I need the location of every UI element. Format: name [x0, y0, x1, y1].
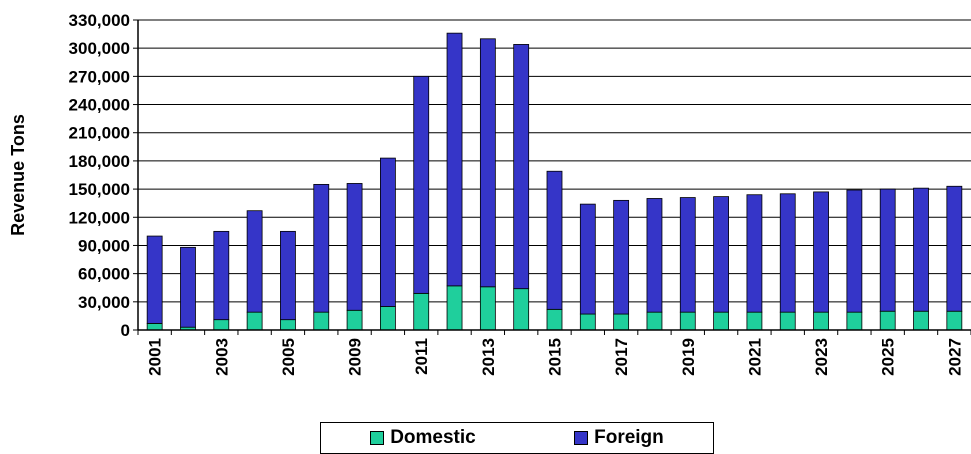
bar-domestic — [313, 311, 330, 331]
bar-foreign — [379, 157, 396, 307]
bar-domestic — [846, 311, 863, 331]
bar-domestic — [946, 310, 963, 331]
axes — [137, 20, 971, 331]
bar-foreign — [313, 183, 330, 313]
y-tick-label: 90,000 — [78, 236, 130, 255]
legend-item-foreign: Foreign — [574, 427, 664, 449]
bar-foreign — [446, 32, 463, 287]
y-tick-label: 120,000 — [69, 208, 130, 227]
bar-domestic — [546, 308, 563, 331]
bar-foreign — [779, 193, 796, 313]
x-tick-label: 2025 — [879, 338, 898, 376]
y-tick-label: 300,000 — [69, 39, 130, 58]
x-tick-labels: 2001 2003 2005 2009 2011 2013 2015 2017 2019 2021… — [137, 330, 971, 376]
y-tick-label: 30,000 — [78, 293, 130, 312]
bar-foreign — [846, 189, 863, 313]
legend-swatch-domestic — [370, 431, 385, 445]
y-tick-label: 180,000 — [69, 152, 130, 171]
y-tick-label: 150,000 — [69, 180, 130, 199]
x-tick-label: 2019 — [679, 338, 698, 376]
y-tick-label: 270,000 — [69, 67, 130, 86]
bar-domestic — [646, 311, 663, 331]
bar-domestic — [579, 313, 596, 331]
bar-domestic — [813, 311, 829, 331]
bar-foreign — [546, 170, 563, 310]
bar-foreign — [613, 199, 630, 315]
bar-foreign — [913, 187, 929, 312]
bar-foreign — [346, 183, 363, 311]
bar-domestic — [879, 310, 896, 331]
bar-foreign — [879, 188, 896, 312]
legend: Domestic Foreign — [320, 422, 714, 454]
legend-item-domestic: Domestic — [370, 427, 476, 449]
y-tick-label: 210,000 — [69, 124, 130, 143]
bar-domestic — [446, 285, 463, 331]
x-tick-label: 2003 — [212, 338, 231, 376]
bar-foreign — [413, 75, 430, 294]
x-tick-label: 2009 — [346, 338, 365, 376]
bar-domestic — [346, 309, 363, 331]
x-tick-label: 2023 — [812, 338, 831, 376]
bar-domestic — [713, 311, 729, 331]
x-tick-label: 2005 — [279, 338, 298, 376]
bar-domestic — [379, 306, 396, 331]
legend-label-foreign: Foreign — [594, 427, 664, 448]
stacked-bar-chart: 0 30,000 60,000 90,000 120,000 150,000 180,000… — [8, 11, 971, 376]
bar-foreign — [746, 194, 763, 313]
x-tick-label: 2001 — [146, 338, 165, 376]
x-tick-label: 2027 — [945, 338, 964, 376]
legend-swatch-foreign — [574, 431, 589, 445]
bar-domestic — [280, 319, 296, 331]
y-tick-label: 330,000 — [69, 11, 130, 30]
x-tick-label: 2013 — [479, 338, 498, 376]
bars — [146, 32, 963, 331]
x-tick-label: 2021 — [745, 338, 764, 376]
bar-foreign — [213, 230, 230, 321]
bar-domestic — [479, 286, 496, 331]
bar-domestic — [213, 319, 230, 331]
y-tick-label: 0 — [121, 321, 130, 340]
bar-foreign — [246, 210, 263, 313]
bar-domestic — [413, 292, 430, 331]
y-axis-title: Revenue Tons — [8, 114, 28, 236]
y-tick-label: 60,000 — [78, 265, 130, 284]
bar-domestic — [679, 311, 696, 331]
bar-foreign — [579, 203, 596, 315]
bar-foreign — [679, 197, 696, 313]
y-tick-label: 240,000 — [69, 96, 130, 115]
bar-foreign — [513, 44, 530, 290]
y-tick-labels: 0 30,000 60,000 90,000 120,000 150,000 180,000… — [69, 11, 138, 340]
x-tick-label: 2017 — [612, 338, 631, 376]
bar-foreign — [280, 230, 296, 321]
bar-foreign — [813, 191, 829, 313]
x-tick-label: 2011 — [412, 338, 431, 375]
legend-label-domestic: Domestic — [390, 427, 476, 448]
bar-foreign — [479, 38, 496, 288]
bar-foreign — [146, 235, 163, 324]
bar-domestic — [146, 323, 163, 331]
bar-domestic — [913, 310, 929, 331]
bar-domestic — [779, 311, 796, 331]
bar-foreign — [180, 246, 196, 328]
bar-foreign — [646, 198, 663, 313]
bar-domestic — [246, 311, 263, 331]
bar-foreign — [713, 196, 729, 313]
bar-domestic — [613, 313, 630, 331]
bar-domestic — [513, 288, 530, 331]
x-tick-label: 2015 — [546, 338, 565, 376]
bar-domestic — [746, 311, 763, 331]
bar-foreign — [946, 185, 963, 312]
